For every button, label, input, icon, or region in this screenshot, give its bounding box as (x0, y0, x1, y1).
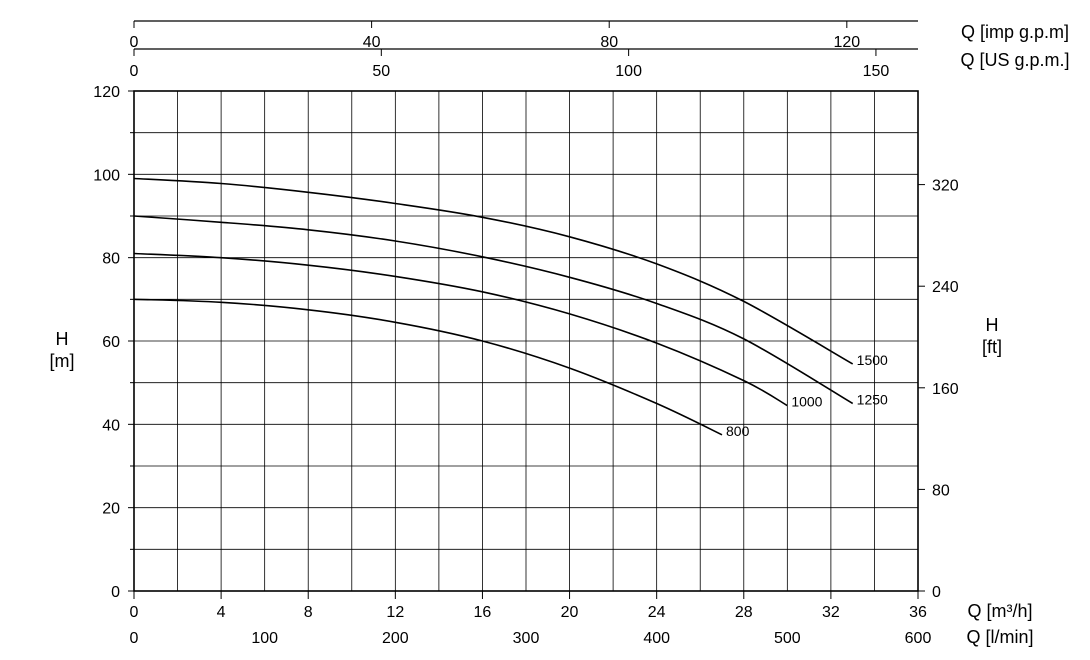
y-left-tick-label: 80 (102, 251, 120, 268)
x-bottom-title: Q [m³/h] (967, 601, 1032, 621)
y-right-title: H (986, 315, 999, 335)
y-left-tick-label: 40 (102, 417, 120, 434)
x-bottom-tick-label: 24 (648, 604, 666, 621)
curve-1250 (133, 215, 854, 405)
x-bottom-tick-label: 0 (130, 604, 139, 621)
x-bottom-tick-label: 28 (735, 604, 753, 621)
top-us-title: Q [US g.p.m.] (960, 50, 1069, 70)
x-bottom2-title: Q [l/min] (966, 627, 1033, 647)
curve-label-1250: 1250 (857, 392, 888, 408)
x-bottom2-tick-label: 400 (643, 630, 670, 647)
y-left-tick-label: 100 (93, 167, 120, 184)
x-bottom-tick-label: 20 (561, 604, 579, 621)
curve-1500 (133, 177, 854, 365)
y-right-tick-label: 240 (932, 279, 959, 296)
curves (133, 177, 854, 436)
top-us-tick-label: 0 (130, 63, 139, 80)
top-imp-tick-label: 40 (363, 34, 381, 51)
curve-800 (133, 298, 723, 436)
curve-label-1500: 1500 (857, 352, 888, 368)
curve-label-1000: 1000 (791, 394, 822, 410)
y-left-tick-label: 120 (93, 84, 120, 101)
top-imp-tick-label: 120 (833, 34, 860, 51)
y-right-tick-label: 80 (932, 482, 950, 499)
y-left-unit: [m] (50, 351, 75, 371)
y-left-tick-label: 60 (102, 334, 120, 351)
top-imp-title: Q [imp g.p.m] (961, 22, 1069, 42)
y-right-tick-label: 320 (932, 178, 959, 195)
y-right-tick-label: 0 (932, 584, 941, 601)
y-left-title: H (56, 329, 69, 349)
y-left-tick-label: 0 (111, 584, 120, 601)
x-bottom-tick-label: 8 (304, 604, 313, 621)
top-us-tick-label: 150 (863, 63, 890, 80)
x-bottom2-tick-label: 100 (251, 630, 278, 647)
x-bottom-tick-label: 16 (474, 604, 492, 621)
y-right-unit: [ft] (982, 337, 1002, 357)
top-us-tick-label: 100 (615, 63, 642, 80)
curve-label-800: 800 (726, 423, 750, 439)
grid (134, 91, 918, 591)
x-bottom2-tick-label: 500 (774, 630, 801, 647)
x-bottom-tick-label: 4 (217, 604, 226, 621)
axes (128, 20, 925, 599)
top-imp-tick-label: 80 (600, 34, 618, 51)
curve-1000 (133, 252, 788, 407)
x-bottom2-tick-label: 300 (513, 630, 540, 647)
y-right-tick-label: 160 (932, 381, 959, 398)
x-bottom-tick-label: 12 (386, 604, 404, 621)
top-us-tick-label: 50 (372, 63, 390, 80)
top-imp-tick-label: 0 (130, 34, 139, 51)
x-bottom-tick-label: 32 (822, 604, 840, 621)
x-bottom-tick-label: 36 (909, 604, 927, 621)
x-bottom2-tick-label: 0 (130, 630, 139, 647)
x-bottom2-tick-label: 200 (382, 630, 409, 647)
y-left-tick-label: 20 (102, 501, 120, 518)
x-bottom2-tick-label: 600 (905, 630, 932, 647)
